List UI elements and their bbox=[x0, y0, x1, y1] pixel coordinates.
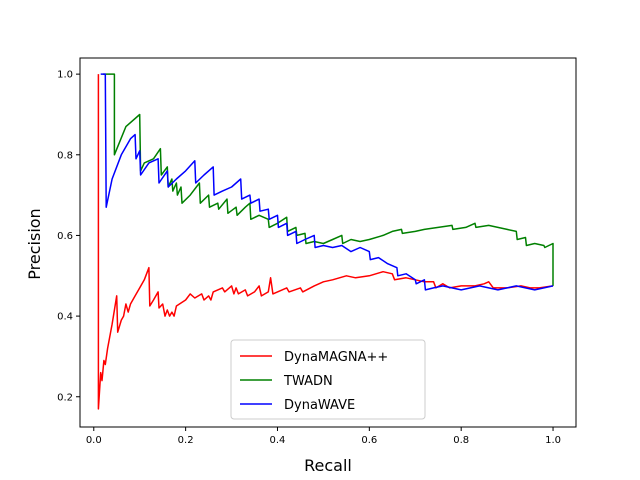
y-tick-label: 0.6 bbox=[57, 231, 73, 242]
series-line-2 bbox=[100, 73, 554, 291]
x-tick-label: 0.4 bbox=[270, 435, 286, 446]
legend-label-1: TWADN bbox=[283, 374, 333, 389]
y-tick-label: 0.8 bbox=[57, 150, 73, 161]
series-line-0 bbox=[97, 74, 554, 410]
y-tick-label: 0.4 bbox=[57, 312, 73, 323]
x-axis: 0.0 0.2 0.4 0.6 0.8 1.0 bbox=[86, 427, 561, 446]
x-tick-label: 1.0 bbox=[545, 435, 561, 446]
x-tick-label: 0.2 bbox=[178, 435, 194, 446]
y-axis-title: Precision bbox=[25, 208, 44, 279]
legend-box bbox=[230, 339, 426, 420]
y-axis: 0.2 0.4 0.6 0.8 1.0 bbox=[57, 70, 80, 403]
plot-frame bbox=[79, 57, 577, 428]
legend-label-2: DynaWAVE bbox=[284, 398, 355, 413]
legend: DynaMAGNA++ TWADN DynaWAVE bbox=[230, 339, 426, 420]
x-tick-label: 0.0 bbox=[86, 435, 102, 446]
series-layer bbox=[97, 73, 554, 410]
x-axis-title: Recall bbox=[304, 456, 352, 475]
legend-label-0: DynaMAGNA++ bbox=[284, 350, 388, 365]
y-tick-label: 1.0 bbox=[57, 70, 73, 81]
x-tick-label: 0.6 bbox=[361, 435, 377, 446]
y-tick-label: 0.2 bbox=[57, 392, 73, 403]
x-tick-label: 0.8 bbox=[453, 435, 469, 446]
